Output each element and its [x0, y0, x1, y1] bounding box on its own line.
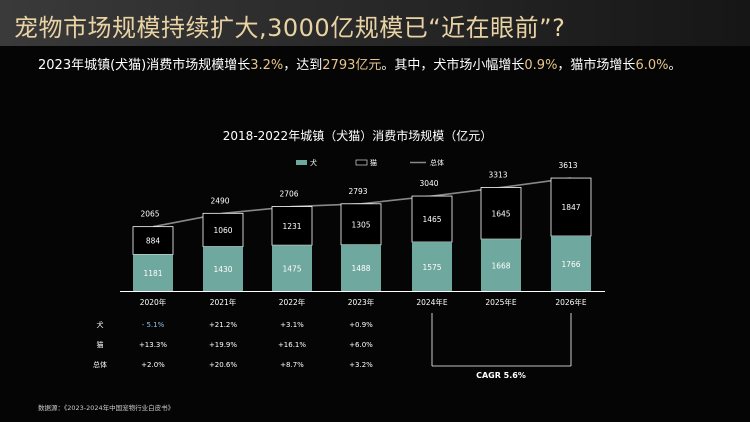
bar-cat [340, 203, 382, 246]
bar-cat [411, 195, 453, 243]
x-tick-label: 2022年 [279, 297, 306, 307]
growth-value: - 5.1% [142, 321, 165, 329]
x-tick-label: 2023年 [348, 297, 375, 307]
growth-value: +20.6% [209, 361, 237, 369]
x-tick-label: 2026年E [555, 297, 587, 307]
total-label: 3613 [558, 161, 577, 170]
page-title: 宠物市场规模持续扩大,3000亿规模已“近在眼前”? [14, 14, 566, 42]
bar-dog [203, 246, 243, 292]
bar-cat-label: 1465 [422, 215, 441, 224]
bar-cat-label: 1060 [213, 226, 232, 235]
x-tick-label: 2021年 [210, 297, 237, 307]
bar-dog-label: 1488 [351, 264, 370, 273]
summary-highlight: 3.2% [250, 58, 284, 73]
bar-dog-label: 1766 [561, 260, 580, 269]
summary-highlight: 2793亿元 [322, 58, 382, 73]
summary-text-part: 2023年城镇(犬猫)消费市场规模增长 [38, 58, 251, 73]
bar-dog [272, 245, 312, 292]
legend-label: 总体 [430, 158, 444, 167]
growth-value: +6.0% [349, 341, 373, 349]
source-note: 数据源：《2023-2024年中国宠物行业白皮书》 [38, 404, 175, 412]
legend-label: 犬 [310, 158, 317, 167]
bar-cat [202, 212, 244, 247]
bar-cat-label: 884 [146, 237, 161, 246]
growth-row-label: 总体 [93, 360, 107, 369]
summary-text: 2023年城镇(犬猫)消费市场规模增长3.2%，达到2793亿元。其中，犬市场小… [38, 54, 681, 73]
bar-dog-label: 1181 [143, 269, 162, 278]
growth-value: +16.1% [278, 341, 306, 349]
bar-dog-label: 1475 [282, 264, 301, 273]
bar-cat [550, 177, 592, 237]
legend-swatch [355, 159, 368, 166]
growth-value: +3.1% [280, 321, 304, 329]
summary-highlight: 6.0% [635, 58, 669, 73]
bar-dog-label: 1430 [213, 265, 232, 274]
growth-value: +19.9% [209, 341, 237, 349]
growth-value: +13.3% [139, 341, 167, 349]
x-tick-label: 2024年E [416, 297, 448, 307]
bar-dog-label: 1575 [422, 263, 441, 272]
growth-value: +0.9% [349, 321, 373, 329]
summary-text-part: ，达到 [283, 58, 323, 73]
growth-value: +8.7% [280, 361, 304, 369]
summary-highlight: 0.9% [524, 58, 558, 73]
growth-value: +21.2% [209, 321, 237, 329]
growth-row-label: 猫 [97, 340, 104, 349]
bar-dog [341, 244, 381, 292]
bar-cat-label: 1847 [561, 203, 580, 212]
growth-value: +2.0% [141, 361, 165, 369]
bar-cat [480, 187, 522, 240]
bar-cat [271, 206, 313, 246]
cagr-label: CAGR 5.6% [476, 371, 526, 380]
summary-text-part: ，猫市场增长 [557, 58, 636, 73]
bar-dog [133, 254, 173, 292]
total-label: 2793 [348, 187, 367, 196]
bar-dog [412, 242, 452, 292]
growth-row-label: 犬 [97, 320, 104, 329]
total-label: 2065 [140, 210, 159, 219]
x-tick-label: 2020年 [140, 297, 167, 307]
total-label: 3040 [419, 179, 438, 188]
chart-title: 2018-2022年城镇（犬猫）消费市场规模（亿元） [222, 129, 493, 143]
bar-dog-label: 1668 [491, 261, 510, 270]
bar-dog [481, 239, 521, 292]
bar-cat-label: 1305 [351, 220, 370, 229]
summary-text-part: 。其中，犬市场小幅增长 [381, 58, 525, 73]
growth-value: +3.2% [349, 361, 373, 369]
bar-cat-label: 1645 [491, 209, 510, 218]
bar-cat-label: 1231 [282, 222, 301, 231]
total-label: 2490 [210, 196, 229, 205]
legend-label: 猫 [370, 158, 377, 167]
legend-swatch [296, 160, 307, 165]
title-banner [0, 0, 750, 46]
x-tick-label: 2025年E [485, 297, 517, 307]
bar-dog [551, 236, 591, 292]
total-label: 2706 [279, 190, 298, 199]
summary-text-part: 。 [668, 58, 682, 73]
total-label: 3313 [488, 170, 507, 179]
